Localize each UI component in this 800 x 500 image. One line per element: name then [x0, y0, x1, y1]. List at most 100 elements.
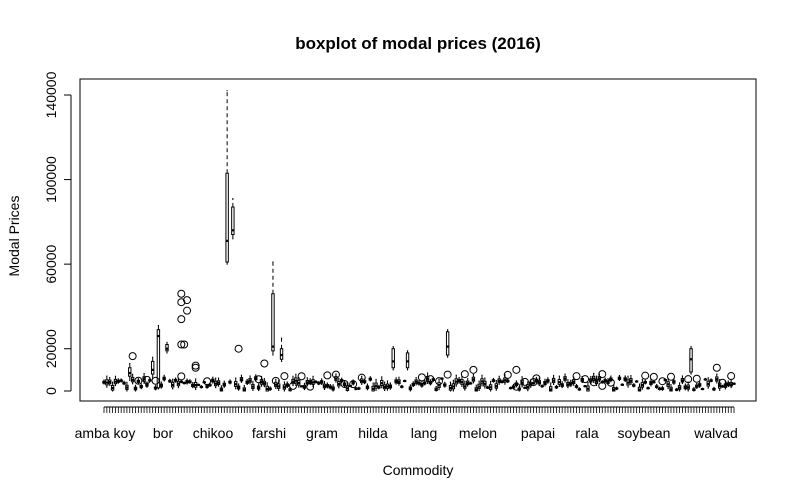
box [165, 341, 169, 354]
outlier-point [289, 381, 297, 390]
y-tick-label: 100000 [43, 156, 59, 203]
box [133, 384, 138, 392]
outlier-point [589, 378, 598, 387]
x-tick-label: soybean [618, 425, 671, 441]
box [474, 384, 478, 392]
box [391, 346, 395, 371]
box [692, 387, 696, 392]
box [566, 379, 570, 389]
box [302, 382, 307, 391]
x-axis: amba koy bor chikoo farshi gram hilda lang melo… [75, 406, 738, 441]
box [468, 381, 473, 385]
outlier-point [641, 371, 650, 380]
outlier-point [128, 352, 137, 361]
box [219, 385, 224, 392]
box [554, 384, 559, 389]
box [185, 378, 189, 385]
outlier-point [183, 296, 192, 305]
box [105, 375, 109, 388]
box [637, 383, 642, 392]
box [179, 380, 184, 384]
box [709, 378, 713, 383]
box [357, 386, 361, 390]
box [242, 384, 247, 392]
outlier-point [323, 371, 332, 380]
outlier-point [142, 375, 151, 384]
box [497, 375, 501, 385]
box [265, 382, 269, 392]
outlier-point [177, 315, 186, 324]
outlier-point [177, 372, 186, 381]
box [113, 375, 118, 387]
box [108, 376, 112, 386]
outlier-point [712, 363, 721, 372]
outlier-point [520, 377, 529, 386]
box [445, 329, 450, 358]
outlier-point [271, 376, 280, 385]
box [632, 383, 636, 388]
box [703, 377, 708, 381]
box [102, 379, 106, 385]
x-tick-label: papai [521, 425, 555, 441]
box [626, 375, 630, 388]
outlier-point [260, 359, 269, 368]
outlier-point [658, 377, 667, 386]
box [549, 382, 553, 392]
box-body [225, 172, 229, 263]
box [460, 375, 464, 387]
outlier-point [191, 361, 200, 370]
outlier-point [581, 375, 590, 384]
box [256, 383, 261, 392]
box [683, 383, 688, 391]
box [551, 374, 556, 385]
boxes-layer [102, 90, 736, 392]
box [268, 386, 272, 391]
x-tick-label: gram [306, 425, 338, 441]
outlier-point [443, 370, 452, 379]
box [491, 377, 496, 383]
box [623, 375, 627, 382]
box [700, 387, 705, 391]
box [205, 383, 209, 389]
outlier-point [460, 370, 469, 379]
outlier-point [529, 378, 538, 387]
box [408, 384, 413, 392]
box [225, 90, 229, 265]
box [508, 386, 513, 390]
box [405, 350, 410, 371]
box [414, 377, 418, 386]
box [448, 381, 453, 392]
box [196, 383, 201, 387]
box [150, 356, 155, 379]
box [317, 380, 321, 386]
outlier-point [667, 372, 675, 381]
box [583, 385, 587, 388]
box [130, 373, 135, 385]
outlier-point [512, 382, 521, 391]
box [231, 198, 235, 240]
y-axis-label: Modal Prices [6, 196, 22, 277]
box [374, 378, 378, 391]
outlier-point [598, 370, 607, 379]
outlier-point [718, 378, 727, 387]
box [182, 381, 186, 385]
y-tick-label: 140000 [43, 71, 59, 118]
box [251, 380, 255, 391]
box [388, 382, 393, 390]
box [394, 377, 398, 385]
box [213, 377, 218, 389]
box [125, 381, 129, 392]
outlier-point [426, 375, 435, 384]
box [454, 374, 458, 387]
box [506, 378, 510, 383]
x-tick-label: amba koy [75, 425, 136, 441]
box [480, 374, 484, 387]
box [617, 374, 622, 382]
box [494, 380, 499, 391]
box [531, 381, 536, 385]
outlier-point [572, 372, 581, 381]
box [153, 385, 158, 391]
box [634, 380, 639, 383]
box [236, 383, 241, 391]
